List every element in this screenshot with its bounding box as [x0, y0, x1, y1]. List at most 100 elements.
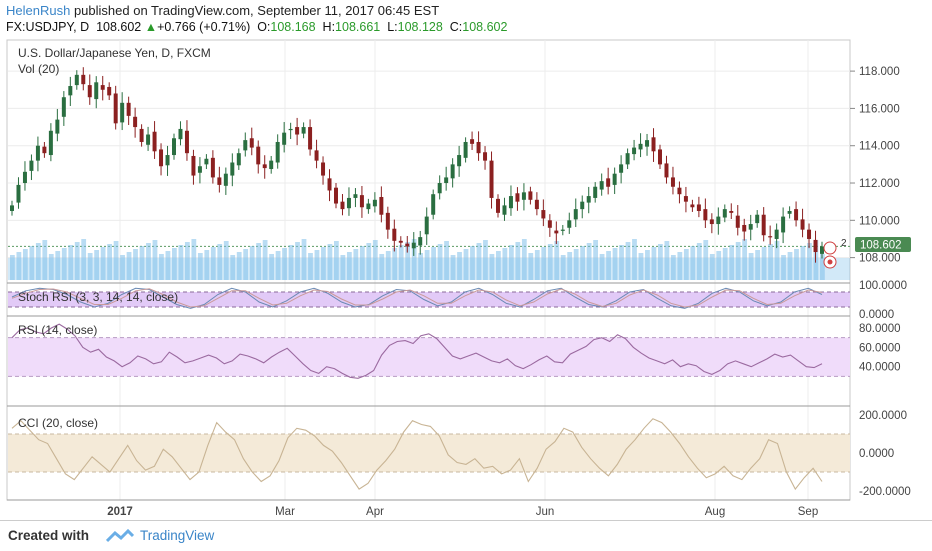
axes: 2017 Mar Apr Jun Aug Sep 118.000 116.000 114.000… — [107, 66, 911, 518]
y-tick-label: 112.000 — [859, 178, 900, 190]
stoch-tick-label: 0.0000 — [859, 309, 894, 321]
candle-body — [405, 243, 410, 247]
volume-bar — [243, 249, 249, 280]
candle-body — [204, 158, 209, 165]
x-tick-label: Aug — [705, 506, 725, 518]
candle-body — [696, 204, 701, 211]
candle-body — [787, 210, 792, 214]
volume-bar — [541, 247, 547, 280]
candle-body — [334, 187, 338, 204]
candle-body — [437, 183, 442, 194]
volume-bar — [321, 247, 326, 280]
volume-bar — [748, 253, 754, 280]
indicator-lines — [11, 287, 823, 491]
candle-body — [470, 139, 475, 144]
tradingview-logo-icon — [106, 529, 134, 543]
tradingview-link[interactable]: TradingView — [140, 528, 215, 543]
candle-body — [735, 215, 740, 228]
volume-bar — [476, 243, 482, 280]
candle-body — [107, 86, 112, 96]
volume-bar — [10, 255, 15, 280]
volume-bar — [68, 245, 74, 280]
published-text: published on TradingView.com, September … — [73, 3, 440, 18]
volume-bar — [22, 249, 28, 280]
volume-bar — [690, 246, 696, 280]
candle-body — [197, 166, 202, 173]
volume-bar — [372, 240, 378, 280]
candle-body — [165, 155, 170, 166]
volume-bar — [133, 249, 138, 280]
volume-bar — [236, 252, 242, 280]
candle-body — [645, 140, 650, 147]
candle-body — [418, 237, 423, 246]
created-with-label: Created with — [8, 528, 90, 543]
candle-body — [61, 97, 66, 117]
volume-bar — [210, 247, 216, 280]
volume-bar — [385, 251, 391, 280]
y-tick-label: 116.000 — [859, 103, 900, 115]
volume-bar — [61, 248, 67, 280]
volume-bar — [172, 248, 177, 280]
author-link[interactable]: HelenRush — [6, 3, 71, 18]
volume-bar — [651, 247, 657, 280]
candle-body — [567, 220, 572, 228]
candle-body — [411, 242, 416, 249]
volume-bar — [820, 254, 825, 280]
candle-body — [379, 197, 384, 215]
candle-body — [573, 209, 578, 220]
candle-body — [541, 210, 546, 219]
stoch-band — [8, 292, 850, 307]
candles — [10, 67, 824, 263]
candle-body — [29, 160, 34, 171]
candle-body — [230, 162, 235, 176]
volume-bar — [521, 239, 527, 280]
candle-body — [308, 127, 313, 150]
chart-area[interactable]: 2017 Mar Apr Jun Aug Sep 118.000 116.000 114.000… — [0, 0, 932, 520]
candle-body — [748, 224, 753, 230]
cci-line — [11, 418, 823, 491]
candle-body — [683, 196, 688, 202]
volume-bar — [204, 250, 210, 280]
high-label: H: — [322, 20, 336, 34]
volume-bars — [8, 239, 850, 280]
candle-body — [502, 205, 507, 215]
volume-bar — [217, 244, 223, 280]
volume-ma-area — [8, 258, 850, 280]
candle-body — [35, 145, 40, 161]
candle-body — [444, 177, 449, 184]
volume-bar — [450, 255, 456, 280]
volume-bar — [787, 252, 793, 280]
y-tick-label: 110.000 — [859, 215, 900, 227]
candle-body — [612, 173, 617, 185]
candle-body — [431, 194, 436, 215]
volume-bar — [761, 247, 767, 280]
volume-bar — [794, 249, 799, 280]
cci-tick-label: -200.0000 — [859, 486, 911, 498]
candle-body — [774, 229, 779, 239]
candle-body — [521, 192, 526, 200]
volume-bar — [366, 243, 372, 280]
volume-bar — [74, 242, 80, 280]
x-tick-label: Jun — [536, 506, 555, 518]
volume-bar — [658, 244, 663, 280]
candle-body — [554, 230, 559, 234]
volume-bar — [35, 243, 41, 280]
candle-body — [55, 119, 60, 134]
candle-body — [10, 205, 14, 211]
volume-bar — [100, 247, 106, 280]
volume-bar — [107, 244, 112, 280]
candle-body — [768, 236, 773, 238]
candle-body — [159, 149, 164, 167]
volume-bar — [755, 250, 760, 280]
candle-body — [48, 130, 53, 156]
candle-body — [191, 155, 196, 176]
candle-body — [346, 197, 351, 209]
volume-bar — [411, 239, 417, 280]
x-tick-label: Mar — [275, 506, 295, 518]
candle-body — [16, 184, 21, 203]
candle-body — [184, 130, 189, 154]
candle-body — [321, 162, 326, 176]
volume-bar — [178, 245, 184, 280]
candle-body — [22, 171, 27, 184]
candle-body — [606, 178, 611, 187]
